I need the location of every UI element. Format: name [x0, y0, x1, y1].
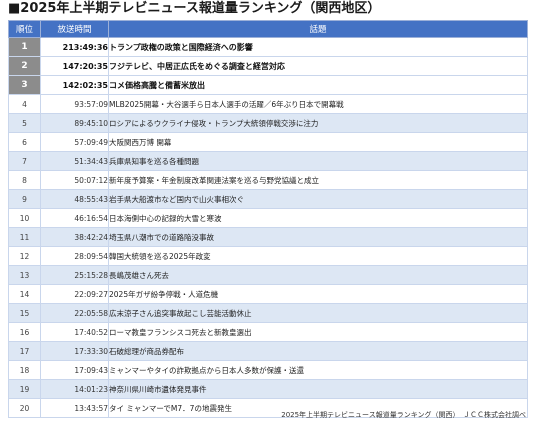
time-cell: 25:15:28 — [40, 265, 109, 285]
topic-cell: ミャンマーやタイの詐欺拠点から日本人多数が保護・送還 — [108, 360, 528, 380]
rank-cell: 10 — [8, 208, 41, 228]
rank-cell: 18 — [8, 360, 41, 380]
time-cell: 28:09:54 — [40, 246, 109, 266]
rank-cell: 20 — [8, 398, 41, 418]
time-cell: 213:49:36 — [40, 37, 109, 57]
table-row: 11 38:42:24 埼玉県八潮市での道路陥没事故 — [8, 227, 528, 247]
topic-cell: 韓国大統領を巡る2025年政変 — [108, 246, 528, 266]
header-broadcast-time: 放送時間 — [40, 20, 109, 38]
rank-cell: 11 — [8, 227, 41, 247]
topic-cell: トランプ政権の政策と国際経済への影響 — [108, 37, 528, 57]
topic-cell: MLB2025開幕・大谷選手ら日本人選手の活躍／6年ぶり日本で開幕戦 — [108, 94, 528, 114]
topic-cell: 岩手県大船渡市など国内で山火事相次ぐ — [108, 189, 528, 209]
time-cell: 48:55:43 — [40, 189, 109, 209]
time-cell: 22:05:58 — [40, 303, 109, 323]
topic-cell: 埼玉県八潮市での道路陥没事故 — [108, 227, 528, 247]
table-header-row: 順位 放送時間 話題 — [8, 20, 528, 38]
time-cell: 147:20:35 — [40, 56, 109, 76]
rank-cell: 16 — [8, 322, 41, 342]
rank-cell: 3 — [8, 75, 41, 95]
table-row: 6 57:09:49 大阪関西万博 開幕 — [8, 132, 528, 152]
rank-cell: 2 — [8, 56, 41, 76]
topic-cell: 大阪関西万博 開幕 — [108, 132, 528, 152]
table-row: 2 147:20:35 フジテレビ、中居正広氏をめぐる調査と経営対応 — [8, 56, 528, 76]
table-row: 16 17:40:52 ローマ教皇フランシスコ死去と新教皇選出 — [8, 322, 528, 342]
topic-cell: 石破総理が商品券配布 — [108, 341, 528, 361]
time-cell: 93:57:09 — [40, 94, 109, 114]
page-title: ■2025年上半期テレビニュース報道量ランキング（関西地区） — [8, 1, 381, 16]
rank-cell: 4 — [8, 94, 41, 114]
rank-cell: 8 — [8, 170, 41, 190]
table-row: 14 22:09:27 2025年ガザ紛争停戦・人道危機 — [8, 284, 528, 304]
source-note: 2025年上半期テレビニュース報道量ランキング（関西） ＪＣＣ株式会社調べ — [281, 411, 526, 419]
table-row: 8 50:07:12 新年度予算案・年金制度改革関連法案を巡る与野党協議と成立 — [8, 170, 528, 190]
time-cell: 51:34:43 — [40, 151, 109, 171]
time-cell: 142:02:35 — [40, 75, 109, 95]
table-row: 4 93:57:09 MLB2025開幕・大谷選手ら日本人選手の活躍／6年ぶり日… — [8, 94, 528, 114]
header-rank: 順位 — [8, 20, 41, 38]
time-cell: 57:09:49 — [40, 132, 109, 152]
topic-cell: 長嶋茂雄さん死去 — [108, 265, 528, 285]
header-topic: 話題 — [108, 20, 528, 38]
table-row: 1 213:49:36 トランプ政権の政策と国際経済への影響 — [8, 37, 528, 57]
topic-cell: ローマ教皇フランシスコ死去と新教皇選出 — [108, 322, 528, 342]
time-cell: 17:33:30 — [40, 341, 109, 361]
topic-cell: 神奈川県川崎市遺体発見事件 — [108, 379, 528, 399]
topic-cell: 2025年ガザ紛争停戦・人道危機 — [108, 284, 528, 304]
rank-cell: 17 — [8, 341, 41, 361]
time-cell: 14:01:23 — [40, 379, 109, 399]
table-row: 19 14:01:23 神奈川県川崎市遺体発見事件 — [8, 379, 528, 399]
table-row: 7 51:34:43 兵庫県知事を巡る各種問題 — [8, 151, 528, 171]
topic-cell: 兵庫県知事を巡る各種問題 — [108, 151, 528, 171]
table-row: 5 89:45:10 ロシアによるウクライナ侵攻・トランプ大統領停戦交渉に注力 — [8, 113, 528, 133]
time-cell: 17:40:52 — [40, 322, 109, 342]
rank-cell: 9 — [8, 189, 41, 209]
topic-cell: 新年度予算案・年金制度改革関連法案を巡る与野党協議と成立 — [108, 170, 528, 190]
topic-cell: タイ ミャンマーでM7．7の地震発生 — [108, 398, 528, 418]
topic-cell: 日本海側中心の記録的大雪と寒波 — [108, 208, 528, 228]
rank-cell: 19 — [8, 379, 41, 399]
time-cell: 89:45:10 — [40, 113, 109, 133]
time-cell: 17:09:43 — [40, 360, 109, 380]
table-row: 12 28:09:54 韓国大統領を巡る2025年政変 — [8, 246, 528, 266]
table-row: 15 22:05:58 広末涼子さん追突事故起こし芸能活動休止 — [8, 303, 528, 323]
table-row: 18 17:09:43 ミャンマーやタイの詐欺拠点から日本人多数が保護・送還 — [8, 360, 528, 380]
time-cell: 38:42:24 — [40, 227, 109, 247]
rank-cell: 15 — [8, 303, 41, 323]
topic-cell: フジテレビ、中居正広氏をめぐる調査と経営対応 — [108, 56, 528, 76]
time-cell: 13:43:57 — [40, 398, 109, 418]
topic-cell: コメ価格高騰と備蓄米放出 — [108, 75, 528, 95]
time-cell: 22:09:27 — [40, 284, 109, 304]
topic-cell: 広末涼子さん追突事故起こし芸能活動休止 — [108, 303, 528, 323]
time-cell: 46:16:54 — [40, 208, 109, 228]
table-row: 3 142:02:35 コメ価格高騰と備蓄米放出 — [8, 75, 528, 95]
table-row: 13 25:15:28 長嶋茂雄さん死去 — [8, 265, 528, 285]
table-row: 20 13:43:57 タイ ミャンマーでM7．7の地震発生 — [8, 398, 528, 418]
rank-cell: 13 — [8, 265, 41, 285]
topic-cell: ロシアによるウクライナ侵攻・トランプ大統領停戦交渉に注力 — [108, 113, 528, 133]
table-row: 10 46:16:54 日本海側中心の記録的大雪と寒波 — [8, 208, 528, 228]
rank-cell: 5 — [8, 113, 41, 133]
rank-cell: 12 — [8, 246, 41, 266]
rank-cell: 1 — [8, 37, 41, 57]
rank-cell: 14 — [8, 284, 41, 304]
rank-cell: 7 — [8, 151, 41, 171]
rank-cell: 6 — [8, 132, 41, 152]
table-row: 9 48:55:43 岩手県大船渡市など国内で山火事相次ぐ — [8, 189, 528, 209]
ranking-table: 順位 放送時間 話題 1 213:49:36 トランプ政権の政策と国際経済への影… — [8, 20, 528, 418]
time-cell: 50:07:12 — [40, 170, 109, 190]
table-row: 17 17:33:30 石破総理が商品券配布 — [8, 341, 528, 361]
